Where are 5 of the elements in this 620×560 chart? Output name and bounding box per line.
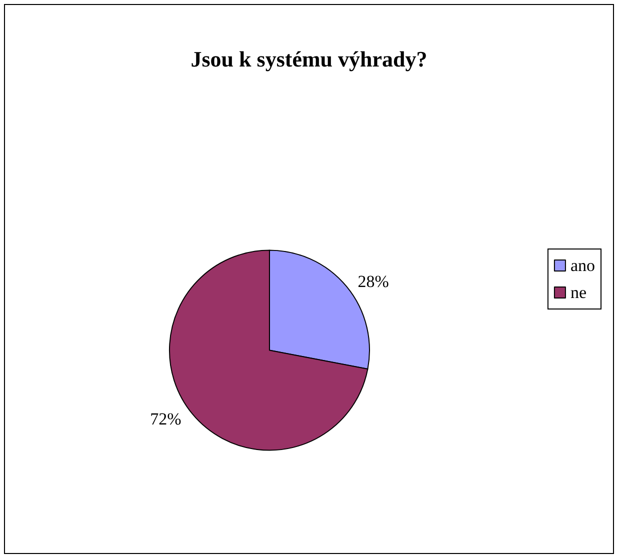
chart-title: Jsou k systému výhrady? — [190, 46, 428, 72]
legend-label: ano — [570, 256, 595, 275]
data-label: 28% — [358, 272, 389, 291]
legend-label: ne — [570, 283, 586, 302]
data-label: 72% — [150, 410, 182, 429]
